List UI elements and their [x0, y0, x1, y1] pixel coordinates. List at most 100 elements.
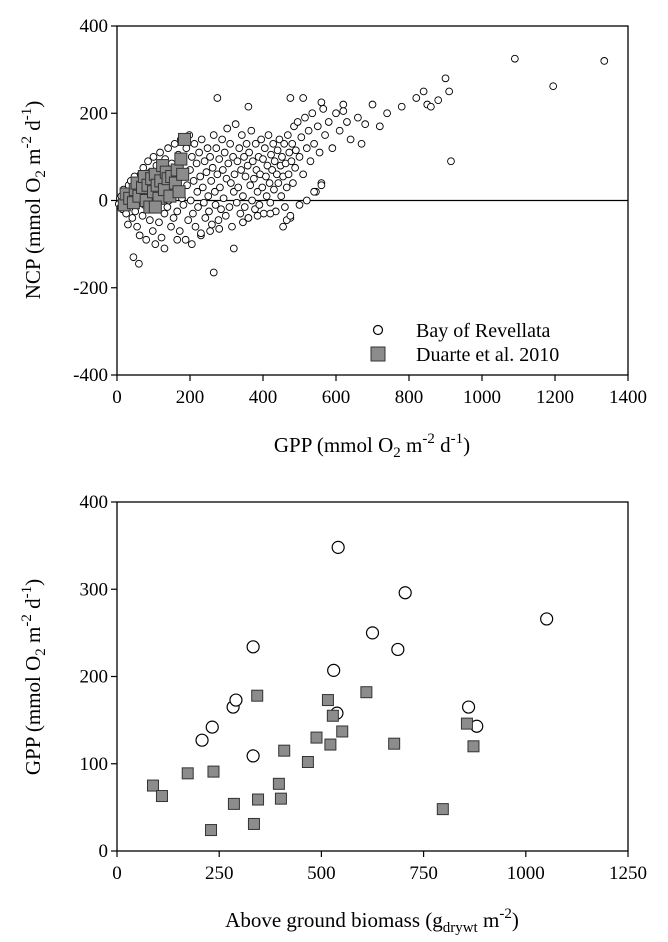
- x-tick-label: 1000: [463, 387, 501, 408]
- point-circle: [170, 139, 179, 148]
- y-axis-ticks: 0 100 200 300 400: [80, 492, 117, 862]
- point-circle: [354, 113, 362, 122]
- point-circle: [244, 214, 253, 222]
- point-circle: [160, 209, 169, 218]
- point-circle: [181, 235, 190, 244]
- point-circle: [383, 109, 391, 118]
- point-circle: [368, 100, 377, 109]
- x-tick-label: 400: [249, 387, 278, 408]
- point-circle: [286, 94, 295, 102]
- y-tick-label: -400: [73, 365, 108, 386]
- point-circle: [268, 166, 276, 174]
- point-circle: [304, 126, 313, 135]
- point-circle: [270, 185, 278, 194]
- point-circle: [240, 203, 249, 211]
- point-circle: [361, 120, 370, 129]
- point-circle: [540, 612, 554, 626]
- point-circle: [189, 209, 197, 218]
- point-circle: [146, 216, 154, 224]
- point-square: [172, 185, 186, 199]
- data-points: [146, 540, 554, 837]
- point-circle: [243, 161, 252, 170]
- point-circle: [195, 148, 203, 157]
- point-circle: [313, 122, 322, 131]
- point-circle: [208, 220, 216, 229]
- point-circle: [295, 201, 304, 209]
- point-circle: [156, 148, 164, 157]
- point-square: [251, 689, 264, 702]
- point-circle: [233, 157, 242, 166]
- point-square: [155, 790, 168, 803]
- point-circle: [190, 139, 199, 148]
- point-circle: [210, 187, 219, 196]
- point-circle: [149, 153, 158, 161]
- point-square: [360, 686, 373, 699]
- point-circle: [279, 222, 287, 231]
- point-circle: [213, 170, 222, 179]
- point-circle: [173, 235, 182, 244]
- point-circle: [245, 148, 253, 157]
- point-circle: [248, 157, 257, 166]
- point-circle: [253, 211, 262, 220]
- point-circle: [129, 253, 138, 262]
- point-circle: [332, 109, 340, 118]
- point-circle: [302, 196, 311, 205]
- x-axis-ticks: 0 200 400 600 800 1000 1200 1400: [112, 375, 647, 408]
- point-circle: [218, 135, 226, 144]
- point-square: [388, 737, 401, 750]
- point-circle: [187, 240, 196, 248]
- point-circle: [255, 201, 264, 209]
- y-tick-label: 0: [99, 191, 109, 212]
- x-tick-label: 250: [205, 863, 234, 884]
- point-square: [146, 779, 159, 792]
- point-circle: [247, 126, 256, 135]
- point-circle: [228, 222, 236, 231]
- point-circle: [189, 177, 198, 185]
- point-circle: [215, 155, 224, 163]
- point-circle: [269, 139, 278, 148]
- point-circle: [173, 207, 182, 216]
- point-circle: [151, 240, 160, 248]
- point-square: [436, 803, 449, 816]
- point-circle: [297, 133, 306, 142]
- point-circle: [306, 157, 315, 166]
- point-circle: [216, 183, 224, 192]
- point-circle: [412, 94, 421, 102]
- point-circle: [299, 170, 308, 179]
- y-axis-label: GPP (mmol O2 m-2 d-1): [19, 579, 49, 775]
- point-circle: [282, 183, 291, 192]
- point-circle: [310, 139, 318, 148]
- point-circle: [281, 203, 289, 211]
- x-axis-label: Above ground biomass (gdrywt m-2): [225, 906, 519, 936]
- point-circle: [262, 172, 270, 181]
- point-square: [467, 740, 480, 753]
- point-circle: [398, 586, 412, 600]
- x-tick-label: 200: [176, 387, 205, 408]
- point-circle: [284, 170, 293, 179]
- point-circle: [275, 135, 284, 144]
- point-circle: [445, 87, 454, 96]
- point-circle: [461, 700, 476, 714]
- point-circle: [237, 166, 245, 174]
- point-square: [324, 738, 337, 751]
- ncp-vs-gpp-panel: 0 200 400 600 800 1000 1200 1400 -400 -200 0 200 40…: [19, 16, 647, 461]
- point-circle: [250, 174, 258, 183]
- point-circle: [234, 183, 243, 192]
- point-square: [301, 756, 314, 769]
- point-circle: [124, 220, 132, 229]
- point-circle: [447, 157, 455, 166]
- x-tick-label: 1400: [609, 387, 647, 408]
- point-square: [252, 793, 265, 806]
- point-circle: [375, 122, 384, 131]
- gpp-vs-biomass-panel: 0 250 500 750 1000 1250 0 100 200 300 400 Above g…: [19, 492, 647, 936]
- point-square: [207, 765, 220, 778]
- legend: Bay of Revellata Duarte et al. 2010: [370, 320, 559, 366]
- point-circle: [286, 211, 295, 220]
- x-tick-label: 1250: [609, 863, 647, 884]
- point-circle: [327, 663, 341, 677]
- x-tick-label: 1000: [507, 863, 545, 884]
- legend-label-bay-of-revellata: Bay of Revellata: [416, 320, 551, 342]
- point-circle: [246, 640, 260, 654]
- point-circle: [328, 144, 337, 153]
- y-tick-label: -200: [73, 278, 108, 299]
